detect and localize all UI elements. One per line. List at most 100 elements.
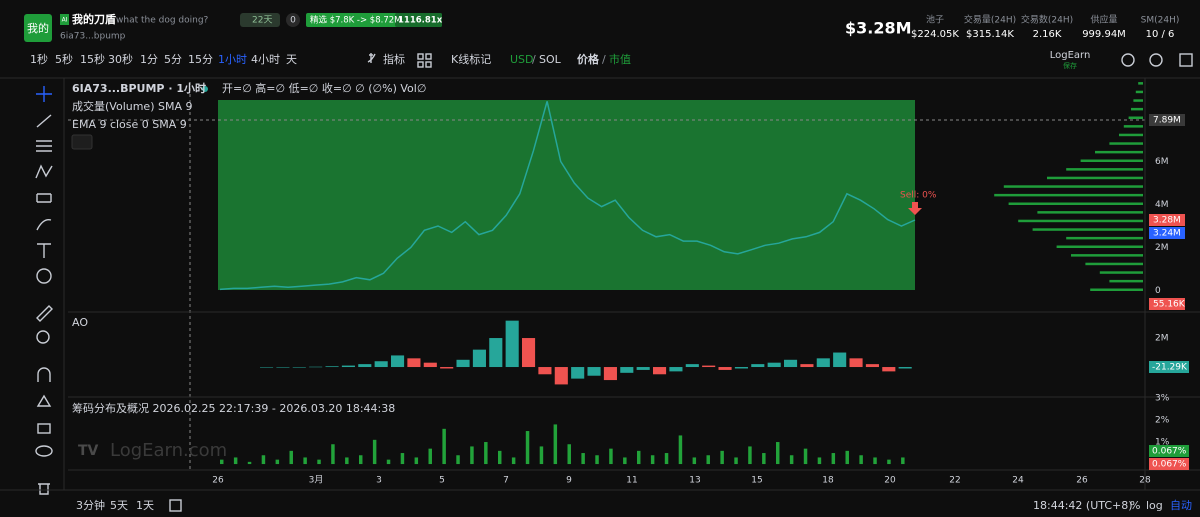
interval-button[interactable]: 30秒: [108, 52, 133, 66]
ao-bar: [898, 367, 912, 369]
y-tick-label: 1%: [1155, 438, 1170, 448]
x-tick-label: 3月: [309, 475, 324, 486]
price-badge: [1149, 214, 1185, 226]
mode-mcap[interactable]: 市值: [609, 52, 631, 66]
range-button[interactable]: 3分钟: [76, 498, 105, 512]
marks-button[interactable]: K线标记: [451, 52, 491, 66]
volume-profile-bar: [1066, 236, 1143, 240]
visibility-tool[interactable]: [35, 445, 53, 457]
value-badge: [1149, 361, 1189, 373]
x-tick-label: 3: [376, 476, 382, 486]
currency-sep: /: [532, 53, 536, 66]
ao-bar: [587, 367, 601, 376]
distribution-bar: [664, 453, 669, 465]
token-description: what the dog doing?: [116, 16, 209, 26]
distribution-bar: [442, 428, 446, 465]
range-button[interactable]: 5天: [110, 499, 128, 512]
auto-toggle[interactable]: 自动: [1170, 499, 1192, 512]
indicator-label: 成交量(Volume) SMA 9: [72, 99, 192, 113]
distribution-bar: [456, 455, 460, 465]
log-toggle[interactable]: log: [1146, 499, 1163, 512]
ao-bar: [784, 359, 798, 368]
distribution-bar: [692, 457, 697, 465]
x-tick-label: 13: [689, 476, 700, 486]
fib-tool[interactable]: [36, 140, 52, 152]
distribution-bar: [498, 450, 502, 465]
crosshair-tool[interactable]: [36, 86, 52, 102]
alert-icon[interactable]: [1121, 53, 1135, 67]
date-range-icon[interactable]: [169, 499, 182, 512]
stat-value: 10 / 6: [1146, 29, 1175, 40]
zoom-tool[interactable]: [36, 330, 50, 344]
address[interactable]: 6ia73...bpump: [60, 32, 126, 42]
stat-label: 池子: [926, 14, 944, 26]
ao-bar: [734, 367, 748, 369]
sell-arrow: [908, 202, 922, 215]
fx-icon: [367, 53, 376, 63]
interval-button[interactable]: 4小时: [251, 53, 280, 66]
interval-button[interactable]: 1小时: [218, 53, 247, 66]
lock-tool[interactable]: [37, 423, 51, 434]
ruler-tool[interactable]: [36, 305, 53, 322]
emoji-tool[interactable]: [36, 268, 52, 284]
y-tick-label: 3%: [1155, 394, 1170, 404]
y-tick-label: 4M: [1155, 200, 1169, 210]
currency-sol[interactable]: SOL: [539, 53, 562, 66]
ao-bar: [767, 362, 781, 368]
draw-mode-tool[interactable]: [36, 394, 52, 407]
value-badge-label: -21.29K: [1152, 363, 1188, 373]
x-tick-label: 7: [503, 476, 509, 486]
distribution-bar: [289, 450, 293, 465]
distribution-bar: [414, 457, 419, 465]
text-tool[interactable]: [37, 243, 51, 258]
distribution-bar: [470, 446, 474, 465]
distribution-bar: [525, 431, 530, 465]
delete-tool[interactable]: [38, 483, 50, 495]
fullscreen-icon[interactable]: [1179, 53, 1193, 67]
ao-bar: [702, 365, 716, 368]
currency-usd[interactable]: USD: [510, 53, 534, 66]
magnet-tool[interactable]: [37, 367, 51, 382]
interval-button[interactable]: 5分: [164, 53, 182, 66]
trendline-tool[interactable]: [36, 114, 52, 128]
settings-icon[interactable]: [1149, 53, 1163, 67]
token-name: 我的刀盾: [72, 12, 116, 26]
interval-button[interactable]: 15秒: [80, 52, 105, 66]
distribution-bar: [706, 455, 710, 465]
projection-tool[interactable]: [36, 193, 52, 203]
age: 22天: [252, 16, 272, 26]
brand: LogEarn: [1050, 50, 1091, 61]
pattern-tool[interactable]: [35, 164, 53, 179]
distribution-bar: [511, 457, 516, 465]
percent-toggle[interactable]: %: [1130, 499, 1140, 512]
promo[interactable]: 精选 $7.8K -> $8.72M: [310, 15, 401, 26]
indicators-button[interactable]: 指标: [383, 52, 405, 66]
ao-bar: [718, 367, 732, 370]
volume-profile-bar: [994, 193, 1143, 197]
x-tick-label: 11: [626, 476, 637, 486]
ao-bar: [603, 367, 617, 381]
ao-bar: [620, 367, 634, 373]
logo-box: [24, 14, 52, 42]
interval-button[interactable]: 1分: [140, 53, 158, 66]
interval-button[interactable]: 天: [286, 53, 297, 66]
range-button[interactable]: 1天: [136, 499, 154, 512]
mode-price[interactable]: 价格: [577, 52, 600, 66]
distribution-bar: [581, 453, 585, 465]
collapse-button[interactable]: [71, 134, 93, 150]
volume-profile-bar: [1109, 279, 1143, 283]
distribution-bar: [609, 448, 613, 465]
ao-bar: [685, 364, 699, 368]
interval-button[interactable]: 15分: [188, 53, 213, 66]
save-button[interactable]: 保存: [1063, 61, 1077, 70]
brush-tool[interactable]: [36, 219, 52, 231]
distribution-bar: [372, 439, 377, 465]
x-tick-label: 26: [212, 476, 224, 486]
x-tick-label: 26: [1076, 476, 1088, 486]
interval-button[interactable]: 1秒: [30, 52, 48, 66]
intervals: 1秒 5秒 15秒 30秒 1分 5分 15分 1小时 4小时天: [30, 52, 297, 66]
volume-profile-bar: [1095, 150, 1143, 154]
ao-bar: [325, 366, 339, 368]
price: $3.28M: [845, 19, 912, 38]
interval-button[interactable]: 5秒: [55, 52, 73, 66]
